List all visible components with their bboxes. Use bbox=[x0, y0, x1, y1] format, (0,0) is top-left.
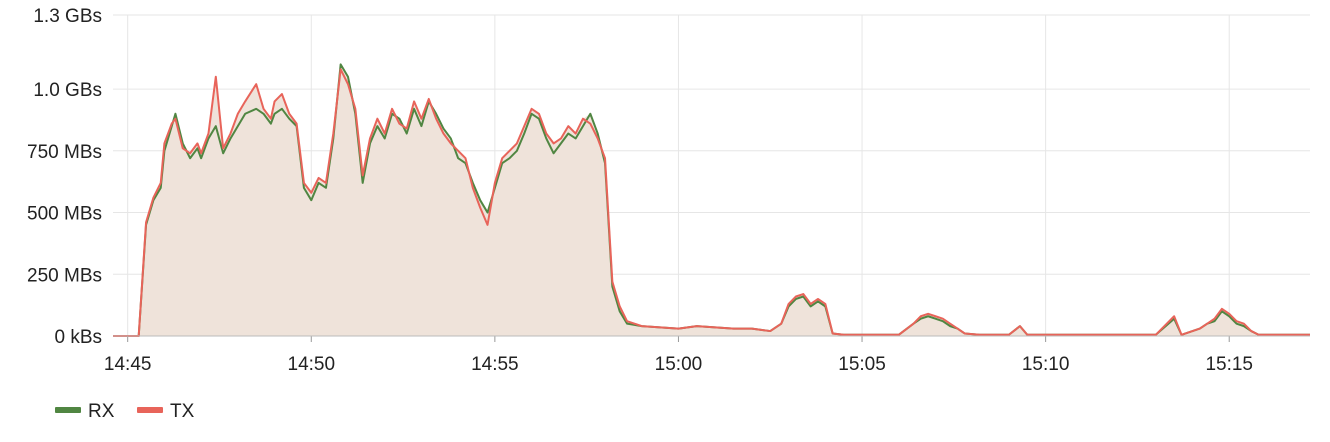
y-tick-label: 1.0 GBs bbox=[33, 80, 102, 101]
throughput-area bbox=[113, 64, 1310, 336]
y-axis: 0 kBs 250 MBs 500 MBs 750 MBs 1.0 GBs 1.3 GBs bbox=[27, 6, 102, 348]
legend-label-rx[interactable]: RX bbox=[88, 401, 115, 422]
y-tick-label: 500 MBs bbox=[27, 204, 102, 225]
legend-swatch-tx[interactable] bbox=[137, 407, 163, 413]
series-area-fill bbox=[113, 64, 1310, 336]
series-lines bbox=[113, 63, 1310, 337]
x-tick-label: 15:05 bbox=[838, 354, 886, 375]
x-tick-label: 15:15 bbox=[1205, 354, 1253, 375]
y-tick-label: 750 MBs bbox=[27, 142, 102, 163]
x-tick-label: 14:50 bbox=[288, 354, 336, 375]
x-axis: 14:45 14:50 14:55 15:00 15:05 15:10 15:15 bbox=[104, 335, 1310, 375]
legend: RX TX bbox=[55, 401, 195, 422]
y-tick-label: 1.3 GBs bbox=[33, 6, 102, 27]
series-line-tx bbox=[113, 68, 1310, 337]
x-tick-label: 15:10 bbox=[1022, 354, 1070, 375]
x-tick-label: 15:00 bbox=[655, 354, 703, 375]
legend-swatch-rx[interactable] bbox=[55, 407, 81, 413]
y-tick-label: 0 kBs bbox=[54, 327, 102, 348]
y-tick-label: 250 MBs bbox=[27, 265, 102, 286]
legend-label-tx[interactable]: TX bbox=[170, 401, 195, 422]
x-tick-label: 14:45 bbox=[104, 354, 152, 375]
x-tick-label: 14:55 bbox=[471, 354, 519, 375]
